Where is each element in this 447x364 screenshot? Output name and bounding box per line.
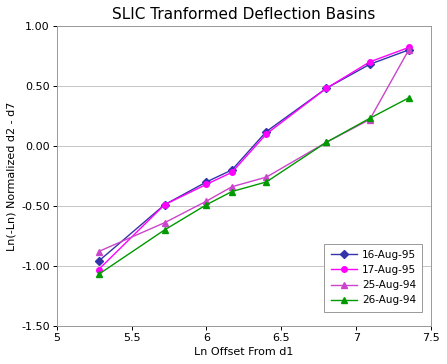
Title: SLIC Tranformed Deflection Basins: SLIC Tranformed Deflection Basins: [112, 7, 375, 22]
25-Aug-94: [229, 185, 235, 189]
25-Aug-94: [96, 249, 101, 254]
26-Aug-94: [204, 202, 209, 207]
Line: 17-Aug-95: 17-Aug-95: [96, 45, 412, 272]
25-Aug-94: [162, 221, 167, 225]
X-axis label: Ln Offset From d1: Ln Offset From d1: [194, 347, 294, 357]
17-Aug-95: [162, 202, 167, 207]
26-Aug-94: [324, 140, 329, 145]
16-Aug-95: [162, 202, 167, 207]
26-Aug-94: [162, 228, 167, 232]
25-Aug-94: [324, 140, 329, 145]
16-Aug-95: [406, 48, 411, 52]
Legend: 16-Aug-95, 17-Aug-95, 25-Aug-94, 26-Aug-94: 16-Aug-95, 17-Aug-95, 25-Aug-94, 26-Aug-…: [325, 244, 422, 312]
17-Aug-95: [406, 45, 411, 50]
17-Aug-95: [96, 267, 101, 272]
Line: 25-Aug-94: 25-Aug-94: [96, 47, 412, 254]
25-Aug-94: [367, 117, 372, 122]
16-Aug-95: [229, 168, 235, 172]
26-Aug-94: [367, 116, 372, 120]
16-Aug-95: [264, 129, 269, 134]
17-Aug-95: [367, 60, 372, 64]
26-Aug-94: [406, 96, 411, 100]
16-Aug-95: [367, 62, 372, 67]
Line: 16-Aug-95: 16-Aug-95: [96, 47, 412, 264]
Y-axis label: Ln(-Ln) Normalized d2 - d7: Ln(-Ln) Normalized d2 - d7: [7, 101, 17, 250]
16-Aug-95: [204, 180, 209, 184]
26-Aug-94: [96, 272, 101, 277]
25-Aug-94: [204, 199, 209, 203]
26-Aug-94: [229, 189, 235, 194]
25-Aug-94: [406, 48, 411, 52]
Line: 26-Aug-94: 26-Aug-94: [96, 95, 412, 277]
16-Aug-95: [96, 259, 101, 263]
17-Aug-95: [264, 132, 269, 136]
17-Aug-95: [324, 86, 329, 91]
16-Aug-95: [324, 86, 329, 91]
17-Aug-95: [229, 170, 235, 174]
17-Aug-95: [204, 182, 209, 186]
26-Aug-94: [264, 180, 269, 184]
25-Aug-94: [264, 175, 269, 179]
